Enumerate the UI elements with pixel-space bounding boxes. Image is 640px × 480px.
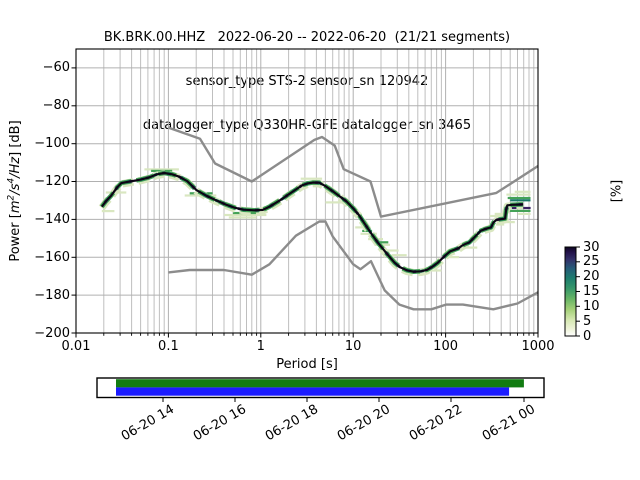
y-tick-label: −140 (34, 211, 70, 227)
y-tick-label: −80 (42, 98, 70, 114)
x-tick-label: 1000 (521, 339, 555, 354)
x-tick-label: 10 (344, 339, 362, 354)
colorbar-tick-label: 10 (583, 298, 600, 314)
colorbar-tick-label: 25 (583, 254, 600, 270)
y-tick-label: −120 (34, 174, 70, 190)
y-tick-label: −100 (34, 136, 70, 152)
colorbar-tick-label: 0 (583, 328, 592, 344)
x-tick-label: 0.1 (158, 339, 179, 354)
colorbar-label: [%] (609, 179, 625, 203)
y-tick-label: −200 (34, 325, 70, 341)
colorbar-tick-label: 20 (583, 269, 600, 285)
y-tick-label: −60 (42, 60, 70, 76)
x-tick-label: 100 (433, 339, 458, 354)
x-tick-label: 1 (256, 339, 265, 354)
colorbar-tick-label: 30 (583, 239, 600, 255)
colorbar-tick-label: 5 (583, 313, 592, 329)
y-tick-label: −180 (34, 287, 70, 303)
x-tick-label: 0.01 (61, 339, 91, 354)
y-tick-label: −160 (34, 249, 70, 265)
title-line-1: BK.BRK.00.HHZ 2022-06-20 -- 2022-06-20 (… (103, 30, 511, 46)
y-axis-label: Power [m2/s4/Hz] [dB] (6, 120, 24, 262)
title-line-2: sensor_type STS-2 sensor_sn 120942 (185, 73, 429, 89)
colorbar-tick-label: 15 (583, 284, 600, 299)
x-axis-label: Period [s] (276, 357, 338, 372)
